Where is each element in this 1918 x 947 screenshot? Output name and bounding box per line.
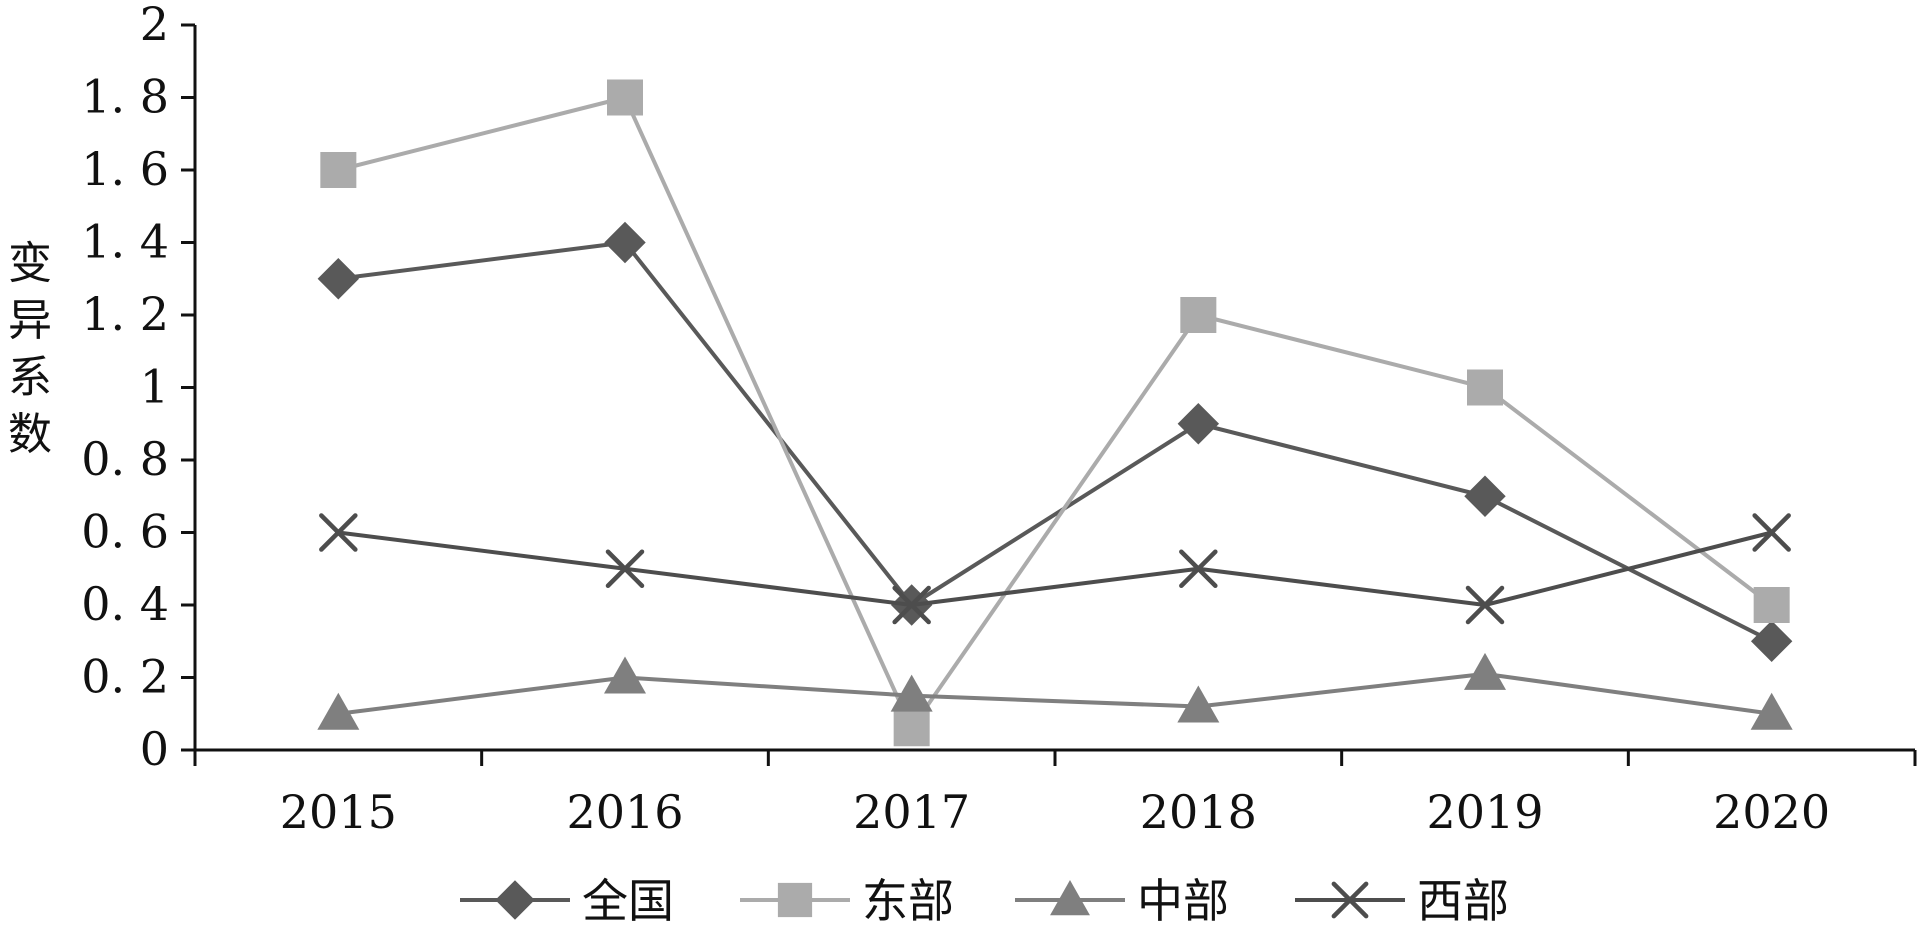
data-point <box>605 549 645 588</box>
series-3 <box>317 652 1793 730</box>
legend-item-1: 全国 <box>460 874 674 928</box>
data-point <box>604 221 646 264</box>
data-point <box>1750 692 1793 730</box>
y-tick-label: 1. 8 <box>81 70 169 124</box>
data-point <box>1464 652 1506 690</box>
y-tick-label: 0. 8 <box>81 432 169 486</box>
legend-label: 东部 <box>862 874 954 928</box>
x-tick-label: 2019 <box>1426 785 1543 839</box>
legend-label: 西部 <box>1417 874 1509 928</box>
y-tick-label: 0. 4 <box>81 577 169 631</box>
data-point <box>317 692 360 730</box>
legend-label: 全国 <box>582 874 674 928</box>
y-axis-label-char: 数 <box>8 409 52 460</box>
x-tick-label: 2017 <box>853 785 970 839</box>
legend-marker <box>1331 881 1369 919</box>
y-tick-label: 0. 6 <box>81 505 169 559</box>
data-point <box>1464 475 1506 517</box>
series-line <box>338 530 1773 607</box>
data-point <box>890 674 933 712</box>
y-tick-label: 1. 2 <box>81 287 169 341</box>
data-point <box>893 710 930 747</box>
y-axis-ticks: 0 0. 2 0. 4 0. 6 0. 8 1 1. 2 1. 4 1. 6 1. 8 2 <box>81 0 195 776</box>
y-axis-label-char: 系 <box>8 352 52 403</box>
legend-item-2: 东部 <box>740 874 954 928</box>
y-tick-label: 1. 4 <box>81 215 169 269</box>
series-1 <box>317 221 1793 662</box>
x-tick-label: 2020 <box>1713 785 1830 839</box>
series-line <box>338 671 1772 716</box>
legend-label: 中部 <box>1137 874 1229 928</box>
data-point <box>1177 685 1220 723</box>
x-tick-label: 2016 <box>566 785 683 839</box>
data-point <box>317 258 360 300</box>
legend-item-3: 中部 <box>1015 874 1229 928</box>
legend-marker <box>777 882 813 918</box>
data-point <box>319 513 358 552</box>
data-point <box>1753 587 1790 623</box>
x-tick-label: 2018 <box>1140 785 1257 839</box>
legend-marker <box>1050 880 1090 916</box>
legend: 全国 东部 中部 西部 <box>460 874 1509 928</box>
data-point <box>604 656 646 694</box>
data-point <box>1465 585 1505 625</box>
series-2 <box>320 79 1790 747</box>
legend-item-4: 西部 <box>1295 874 1509 928</box>
y-tick-label: 2 <box>140 0 169 51</box>
data-point <box>892 585 931 625</box>
data-point <box>1180 297 1217 333</box>
axes <box>193 25 1915 752</box>
data-point <box>1177 403 1220 445</box>
y-tick-label: 1. 6 <box>81 142 169 196</box>
series-line <box>337 95 1773 731</box>
data-point <box>1179 549 1218 588</box>
y-axis-label-char: 异 <box>8 295 52 346</box>
data-point <box>1752 513 1791 552</box>
series-4 <box>319 513 1791 625</box>
y-tick-label: 0. 2 <box>81 650 169 704</box>
data-point <box>1467 369 1503 406</box>
data-point <box>607 79 643 116</box>
y-tick-label: 1 <box>140 360 169 414</box>
data-point <box>1750 620 1793 662</box>
series-line <box>338 240 1773 644</box>
x-tick-label: 2015 <box>280 785 397 839</box>
y-axis-label-char: 变 <box>8 238 52 289</box>
data-point <box>320 152 357 188</box>
x-axis-ticks: 2015 2016 2017 2018 2019 2020 <box>193 750 1917 839</box>
y-tick-label: 0 <box>140 722 169 776</box>
series-layer <box>317 79 1793 747</box>
legend-marker <box>495 880 535 920</box>
